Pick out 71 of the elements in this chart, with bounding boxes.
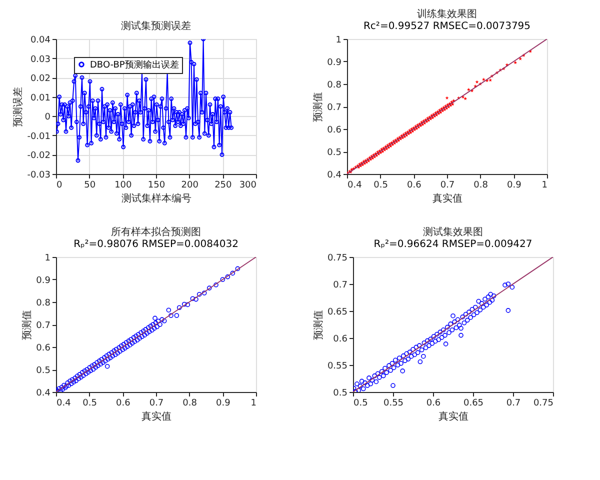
y-tick-label: 0.4	[36, 388, 51, 398]
y-tick-label: 0.75	[327, 254, 348, 264]
x-axis-title: 真实值	[142, 410, 172, 422]
chart-title: 测试集预测误差	[121, 20, 191, 32]
x-tick-label: 0.6	[407, 180, 422, 190]
y-tick-label: 0.9	[36, 276, 51, 286]
x-tick-label: 0.5	[374, 180, 388, 190]
y-axis-title: 预测值	[312, 92, 324, 122]
y-tick-label: 0.02	[30, 74, 50, 84]
x-tick-label: 0.5	[354, 398, 368, 408]
y-tick-label: 0.4	[327, 170, 342, 180]
chart-subtitle: Rₚ²=0.96624 RMSEP=0.009427	[374, 239, 532, 250]
y-tick-label: 0.7	[36, 321, 50, 331]
x-tick-label: 0.4	[56, 398, 72, 408]
x-tick-label: 200	[181, 180, 199, 190]
y-tick-label: 0.5	[327, 148, 342, 158]
y-tick-label: 0.03	[30, 54, 50, 65]
y-axis-title: 预测值	[21, 310, 34, 340]
x-tick-label: 0.6	[426, 398, 441, 408]
y-axis-title: 预测误差	[12, 87, 24, 127]
y-tick-label: 1	[336, 36, 342, 46]
x-tick-label: 0.8	[182, 398, 198, 408]
chart-title: 训练集效果图	[417, 8, 477, 20]
y-tick-label: 0.7	[327, 103, 342, 113]
y-tick-label: 0.55	[327, 362, 348, 372]
y-tick-label: 0.9	[327, 58, 342, 68]
y-tick-label: 0.8	[36, 298, 51, 308]
y-tick-label: 0	[44, 112, 51, 123]
legend-label: DBO-BP预测输出误差	[90, 60, 179, 70]
y-tick-label: -0.03	[27, 170, 50, 180]
x-tick-label: 0.4	[348, 180, 362, 190]
x-axis-title: 真实值	[438, 410, 468, 422]
x-tick-label: 0.9	[216, 398, 231, 408]
y-tick-label: 0.6	[36, 344, 51, 354]
x-tick-label: 300	[239, 180, 257, 190]
y-tick-label: 0.5	[333, 388, 348, 398]
x-tick-label: 0	[56, 180, 62, 190]
y-tick-label: 0.6	[327, 126, 342, 136]
chart-subtitle: Rc²=0.99527 RMSEC=0.0073795	[363, 21, 531, 32]
y-tick-label: 0.6	[333, 334, 348, 344]
y-tick-label: 0.01	[30, 93, 50, 104]
x-tick-label: 0.7	[149, 398, 164, 408]
y-tick-label: -0.01	[27, 132, 50, 142]
y-tick-label: 0.5	[36, 366, 50, 376]
y-axis-title: 预测值	[312, 310, 324, 340]
x-tick-label: 0.5	[82, 398, 97, 408]
x-tick-label: 0.65	[463, 398, 484, 408]
y-tick-label: 0.7	[333, 280, 348, 290]
x-tick-label: 1	[542, 180, 548, 190]
x-axis-title: 真实值	[432, 192, 462, 204]
x-tick-label: 0.9	[507, 180, 522, 190]
y-tick-label: -0.02	[27, 151, 50, 162]
chart-title: 测试集效果图	[423, 226, 483, 238]
x-tick-label: 250	[214, 180, 232, 190]
x-tick-label: 0.55	[383, 398, 404, 408]
chart-title: 所有样本拟合预测图	[111, 226, 201, 238]
y-tick-label: 1	[44, 254, 50, 264]
x-tick-label: 50	[84, 180, 96, 190]
x-axis-title: 测试集样本编号	[122, 192, 192, 204]
x-tick-label: 0.7	[440, 180, 455, 190]
y-tick-label: 0.8	[327, 80, 342, 90]
y-tick-label: 0.04	[30, 36, 51, 46]
x-tick-label: 100	[114, 180, 132, 190]
x-tick-label: 1	[250, 398, 256, 408]
x-tick-label: 0.6	[116, 398, 131, 408]
x-tick-label: 0.75	[533, 398, 554, 408]
x-tick-label: 0.7	[506, 398, 521, 408]
x-tick-label: 150	[148, 180, 166, 190]
y-tick-label: 0.65	[327, 308, 348, 318]
chart-subtitle: Rₚ²=0.98076 RMSEP=0.0084032	[74, 239, 238, 250]
x-tick-label: 0.8	[474, 180, 488, 190]
